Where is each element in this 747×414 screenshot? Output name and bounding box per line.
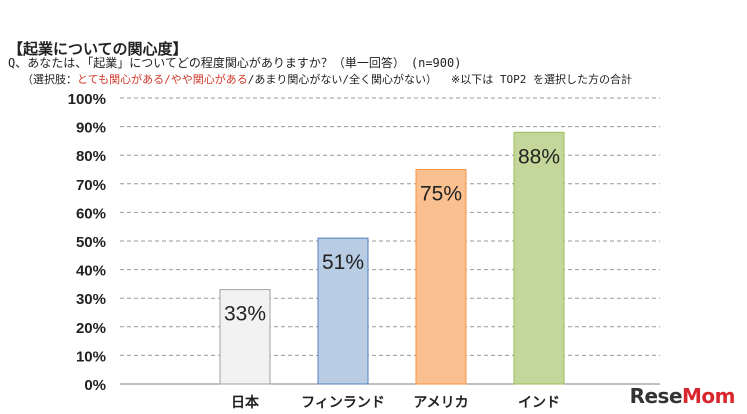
data-label: 51% [322,251,364,274]
y-tick-label: 10% [76,348,106,365]
y-tick-label: 30% [76,291,106,308]
survey-question: Q、あなたは、「起業」についてどの程度関心がありますか？（単一回答） (n=90… [8,56,462,70]
y-tick-label: 50% [76,234,106,251]
y-tick-label: 90% [76,120,106,137]
y-tick-label: 40% [76,263,106,280]
logo-part2: Mom [682,384,735,408]
x-tick-label: アメリカ [413,395,468,411]
x-tick-label: インド [518,395,560,411]
bar [317,237,369,385]
y-tick-label: 100% [68,91,106,108]
x-tick-label: 日本 [231,394,260,411]
y-tick-label: 80% [76,148,106,165]
choices-highlight: とても関心がある/やや関心がある [77,73,248,86]
bar [415,169,467,385]
data-label: 88% [518,145,560,168]
bar [219,289,271,385]
y-tick-label: 0% [84,377,106,394]
choices-prefix: （選択肢： [22,73,77,86]
resemom-logo: ReseMom [629,384,736,408]
choices-rest: /あまり関心がない/全く関心がない） [247,73,437,86]
data-label: 33% [224,303,266,326]
data-label: 75% [420,183,462,206]
answer-choices: （選択肢：とても関心がある/やや関心がある/あまり関心がない/全く関心がない） ※… [22,71,632,87]
bar [513,131,565,385]
chart-heading: 【起業についての関心度】 [8,40,188,58]
y-tick-label: 20% [76,320,106,337]
x-tick-label: フィンランド [301,395,385,411]
y-tick-label: 70% [76,177,106,194]
top2-note: ※以下は TOP2 を選択した方の合計 [451,73,632,86]
y-tick-label: 60% [76,205,106,222]
logo-part1: Rese [629,384,683,408]
